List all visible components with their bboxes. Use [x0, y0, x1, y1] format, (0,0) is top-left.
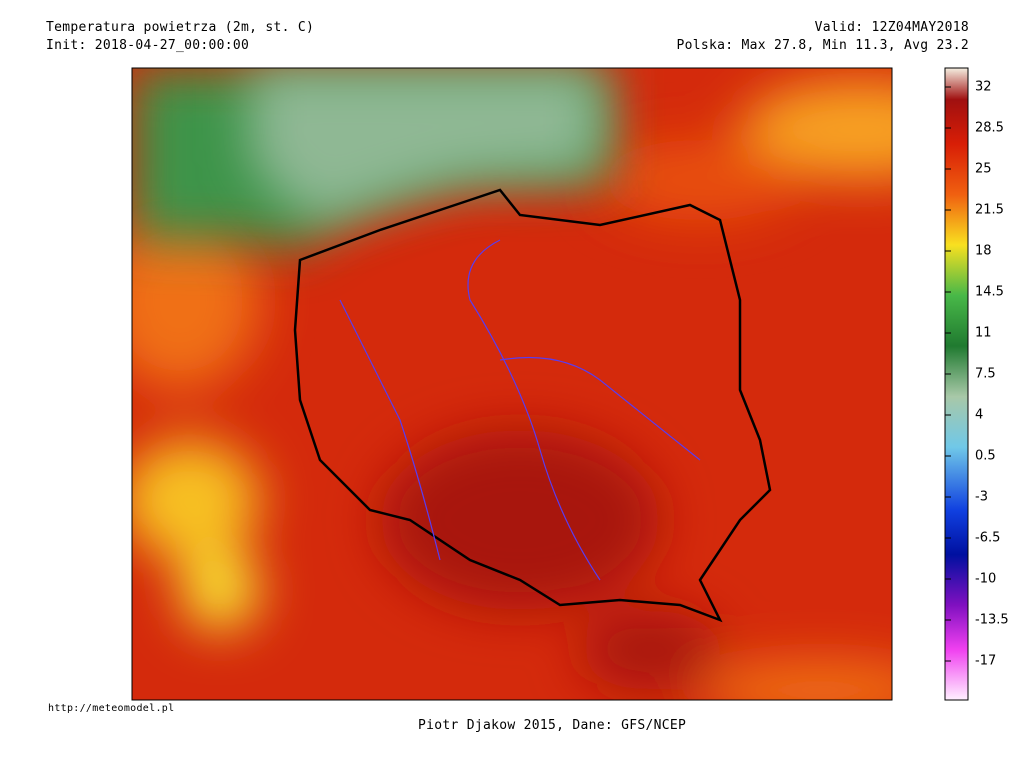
colorbar-label: 18 [975, 244, 992, 259]
colorbar-label: 25 [975, 162, 992, 177]
country-border [293, 188, 772, 623]
stats: Polska: Max 27.8, Min 11.3, Avg 23.2 [676, 38, 969, 53]
colorbar-label: 32 [975, 80, 992, 95]
colorbar-label: 11 [975, 326, 992, 341]
map-frame [131, 67, 893, 701]
colorbar-labels: 32 28.5 25 21.5 18 14.5 11 7.5 4 0.5 -3 -6.5 -10 -13.… [945, 80, 1009, 669]
colorbar-label: -10 [975, 572, 996, 587]
colorbar-label: 0.5 [975, 449, 996, 464]
valid-time: Valid: 12Z04MAY2018 [814, 20, 969, 35]
colorbar-label: -6.5 [975, 531, 1000, 546]
colorbar-label: 4 [975, 408, 983, 423]
colorbar-label: -13.5 [975, 613, 1009, 628]
credit: Piotr Djakow 2015, Dane: GFS/NCEP [418, 718, 687, 733]
temperature-field [132, 68, 892, 700]
colorbar-label: 7.5 [975, 367, 996, 382]
colorbar-label: 14.5 [975, 285, 1004, 300]
init-time: Init: 2018-04-27_00:00:00 [46, 38, 250, 53]
source-url: http://meteomodel.pl [48, 703, 175, 714]
rivers [339, 239, 701, 581]
colorbar [944, 67, 969, 701]
map-title: Temperatura powietrza (2m, st. C) [46, 20, 315, 35]
colorbar-label: 28.5 [975, 121, 1004, 136]
colorbar-label: -3 [975, 490, 988, 505]
colorbar-label: 21.5 [975, 203, 1004, 218]
colorbar-label: -17 [975, 654, 996, 669]
